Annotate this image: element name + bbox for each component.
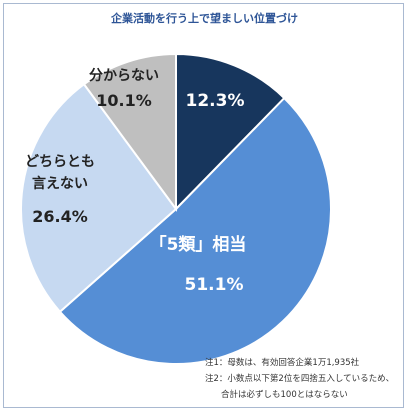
slice-label-3: どちらとも言えない [25,154,95,192]
slice-value-2: 51.1% [185,275,244,295]
chart-title: 企業活動を行う上で望ましい位置づけ [111,12,298,25]
pie-slice-1 [175,52,286,212]
slice-label-2: 「5類」相当 [150,234,247,255]
slice-label-4: 分からない [89,68,159,84]
footnote-2: 注2：小数点以下第2位を四捨五入しているため、 [205,374,395,384]
footnote-1: 注1：母数は、有効回答企業1万1,935社 [205,358,360,368]
slice-value-3: 26.4% [32,207,88,226]
pie-slice-4 [82,52,177,213]
slice-value-1: 12.3% [186,91,245,111]
pie-slice-3 [20,82,178,314]
pie-slice-2 [58,96,332,365]
slice-value-4: 10.1% [96,91,152,110]
slice-label-1: 「2類」相当 [248,50,345,71]
footnote-3: 合計は必ずしも100とはならない [221,390,348,400]
